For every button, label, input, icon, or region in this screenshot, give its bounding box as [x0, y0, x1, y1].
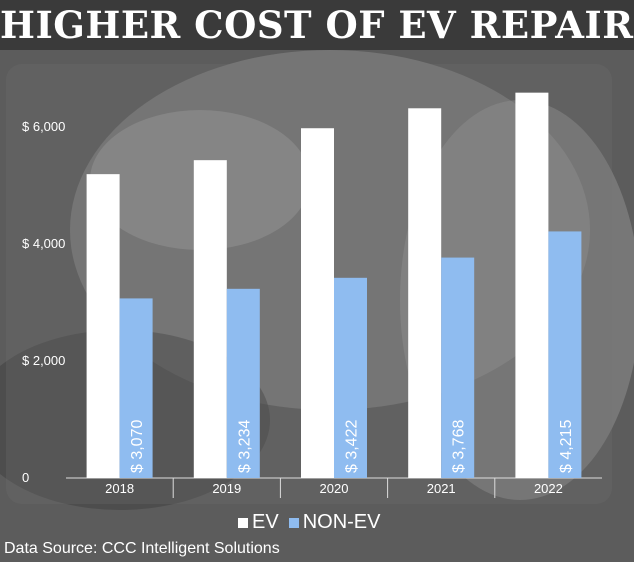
bar-value-label: $ 3,070 — [129, 420, 146, 473]
bar-value-label: $ 5,194 — [96, 420, 113, 473]
bar-ev — [408, 108, 442, 478]
bar-ev — [86, 174, 120, 478]
bar-value-label: $ 5,979 — [311, 420, 328, 473]
y-tick-label: $ 4,000 — [22, 236, 65, 251]
bar-value-label: $ 4,215 — [558, 420, 575, 473]
bar-value-label: $ 5,433 — [203, 420, 220, 473]
bar-ev — [515, 92, 549, 479]
x-tick-label: 2021 — [427, 481, 456, 496]
bar-value-label: $ 3,422 — [344, 420, 361, 473]
y-tick-label: 0 — [22, 470, 29, 485]
bar-non-ev — [548, 231, 582, 478]
bar-non-ev — [441, 257, 475, 478]
bar-non-ev — [226, 288, 260, 478]
x-tick-label: 2020 — [320, 481, 349, 496]
legend-swatch-ev — [238, 517, 248, 528]
legend-label-non-ev: NON-EV — [302, 511, 381, 533]
bar-value-label: $ 3,768 — [451, 420, 468, 473]
y-tick-label: $ 6,000 — [22, 119, 65, 134]
bar-value-label: $ 3,234 — [236, 420, 253, 473]
x-tick-label: 2022 — [534, 481, 563, 496]
bar-ev — [301, 128, 334, 478]
bar-non-ev — [334, 277, 367, 478]
x-tick-label: 2019 — [212, 481, 241, 496]
legend: EV NON-EV — [238, 511, 380, 534]
legend-label-ev: EV — [252, 511, 279, 533]
data-source: Data Source: CCC Intelligent Solutions — [4, 540, 280, 557]
chart-title: HIGHER COST OF EV REPAIRS — [0, 0, 634, 50]
legend-swatch-non-ev — [288, 517, 299, 528]
bar-value-label: $ 6,320 — [418, 420, 435, 473]
bar-non-ev — [119, 298, 153, 478]
x-tick-label: 2018 — [105, 481, 134, 496]
bar-ev — [193, 160, 227, 478]
bar-value-label: $ 6,587 — [525, 420, 542, 473]
y-tick-label: $ 2,000 — [22, 353, 65, 368]
